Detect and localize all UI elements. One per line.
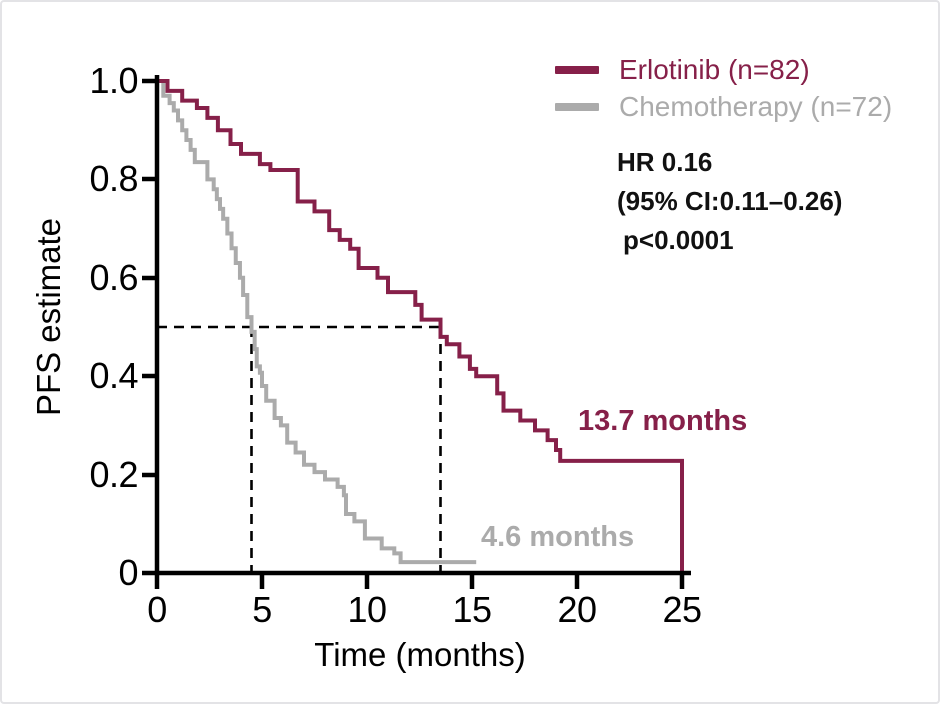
y-axis-title: PFS estimate <box>30 217 67 417</box>
y-tick-label-0.4: 0.4 <box>89 355 138 396</box>
y-axis-ticks <box>142 78 157 576</box>
axes-lines <box>154 75 691 576</box>
legend: Erlotinib (n=82) Chemotherapy (n=72) <box>555 54 892 123</box>
x-tick-label-10: 10 <box>347 589 387 630</box>
stats-annotation: HR 0.16 (95% CI:0.11–0.26) p<0.0001 <box>617 143 927 260</box>
y-tick-label-0.6: 0.6 <box>89 257 138 298</box>
x-tick-label-20: 20 <box>557 589 597 630</box>
hr-value: HR 0.16 <box>617 147 713 177</box>
y-tick-label-0.8: 0.8 <box>89 158 138 199</box>
median-guides-path <box>157 325 442 573</box>
chemotherapy-curve <box>157 79 477 565</box>
x-tick-label-5: 5 <box>252 589 272 630</box>
legend-item-erlotinib: Erlotinib (n=82) <box>555 54 892 86</box>
y-tick-label-0.2: 0.2 <box>89 454 138 495</box>
y-tick-label-1.0: 1.0 <box>89 60 138 101</box>
x-axis-title: Time (months) <box>314 636 526 673</box>
y-tick-label-0: 0 <box>118 552 138 593</box>
legend-label-erlotinib: Erlotinib (n=82) <box>619 54 810 85</box>
p-value: p<0.0001 <box>623 225 734 255</box>
ci-value: (95% CI:0.11–0.26) <box>617 186 843 216</box>
erlotinib-curve <box>157 79 684 573</box>
x-tick-label-15: 15 <box>452 589 492 630</box>
x-tick-label-0: 0 <box>147 589 167 630</box>
x-tick-label-25: 25 <box>662 589 702 630</box>
median-label-erlotinib: 13.7 months <box>578 405 748 437</box>
erlotinib-line-swatch <box>555 66 599 74</box>
legend-label-chemotherapy: Chemotherapy (n=72) <box>619 91 893 122</box>
legend-item-chemotherapy: Chemotherapy (n=72) <box>555 91 892 123</box>
chemotherapy-line-swatch <box>555 103 599 111</box>
x-axis-ticks <box>154 573 685 589</box>
median-label-chemotherapy: 4.6 months <box>481 521 635 553</box>
